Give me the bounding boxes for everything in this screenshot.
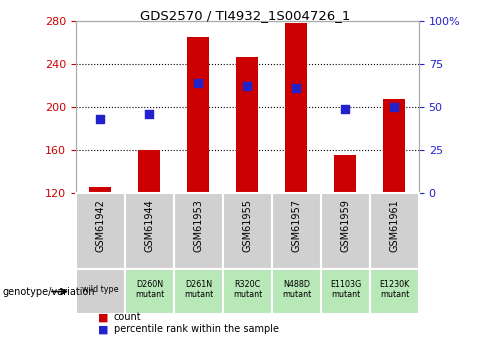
Bar	[139, 150, 161, 193]
Text: count: count	[114, 313, 141, 322]
Text: genotype/variation: genotype/variation	[2, 287, 95, 296]
Text: GSM61953: GSM61953	[194, 199, 203, 252]
Bar	[370, 269, 419, 314]
Point	[244, 83, 251, 89]
Text: GSM61942: GSM61942	[96, 199, 105, 252]
Bar	[321, 193, 370, 269]
Bar	[384, 99, 406, 193]
Bar	[285, 23, 308, 193]
Bar	[188, 37, 210, 193]
Bar	[89, 187, 112, 193]
Point	[342, 106, 349, 111]
Text: GDS2570 / TI4932_1S004726_1: GDS2570 / TI4932_1S004726_1	[140, 9, 350, 22]
Bar	[223, 193, 272, 269]
Text: GSM61961: GSM61961	[390, 199, 399, 252]
Bar	[321, 269, 370, 314]
Point	[146, 111, 153, 117]
Text: E1230K
mutant: E1230K mutant	[379, 279, 410, 299]
Bar	[76, 193, 125, 269]
Bar	[237, 57, 259, 193]
Bar	[370, 193, 419, 269]
Bar	[335, 156, 357, 193]
Bar	[125, 193, 174, 269]
Point	[97, 116, 104, 122]
Bar	[76, 269, 125, 314]
Bar	[174, 193, 223, 269]
Text: D260N
mutant: D260N mutant	[135, 279, 164, 299]
Text: ■: ■	[98, 325, 108, 334]
Point	[195, 80, 202, 86]
Bar	[125, 269, 174, 314]
Bar	[174, 269, 223, 314]
Bar	[223, 269, 272, 314]
Bar	[272, 193, 321, 269]
Text: GSM61944: GSM61944	[145, 199, 154, 252]
Text: GSM61957: GSM61957	[292, 199, 301, 252]
Point	[391, 104, 398, 110]
Text: R320C
mutant: R320C mutant	[233, 279, 262, 299]
Text: D261N
mutant: D261N mutant	[184, 279, 213, 299]
Bar	[272, 269, 321, 314]
Text: percentile rank within the sample: percentile rank within the sample	[114, 325, 279, 334]
Text: ■: ■	[98, 313, 108, 322]
Text: wild type: wild type	[82, 285, 119, 294]
Text: GSM61959: GSM61959	[341, 199, 350, 252]
Text: GSM61955: GSM61955	[243, 199, 252, 252]
Text: E1103G
mutant: E1103G mutant	[330, 279, 361, 299]
Text: N488D
mutant: N488D mutant	[282, 279, 311, 299]
Point	[293, 85, 300, 91]
